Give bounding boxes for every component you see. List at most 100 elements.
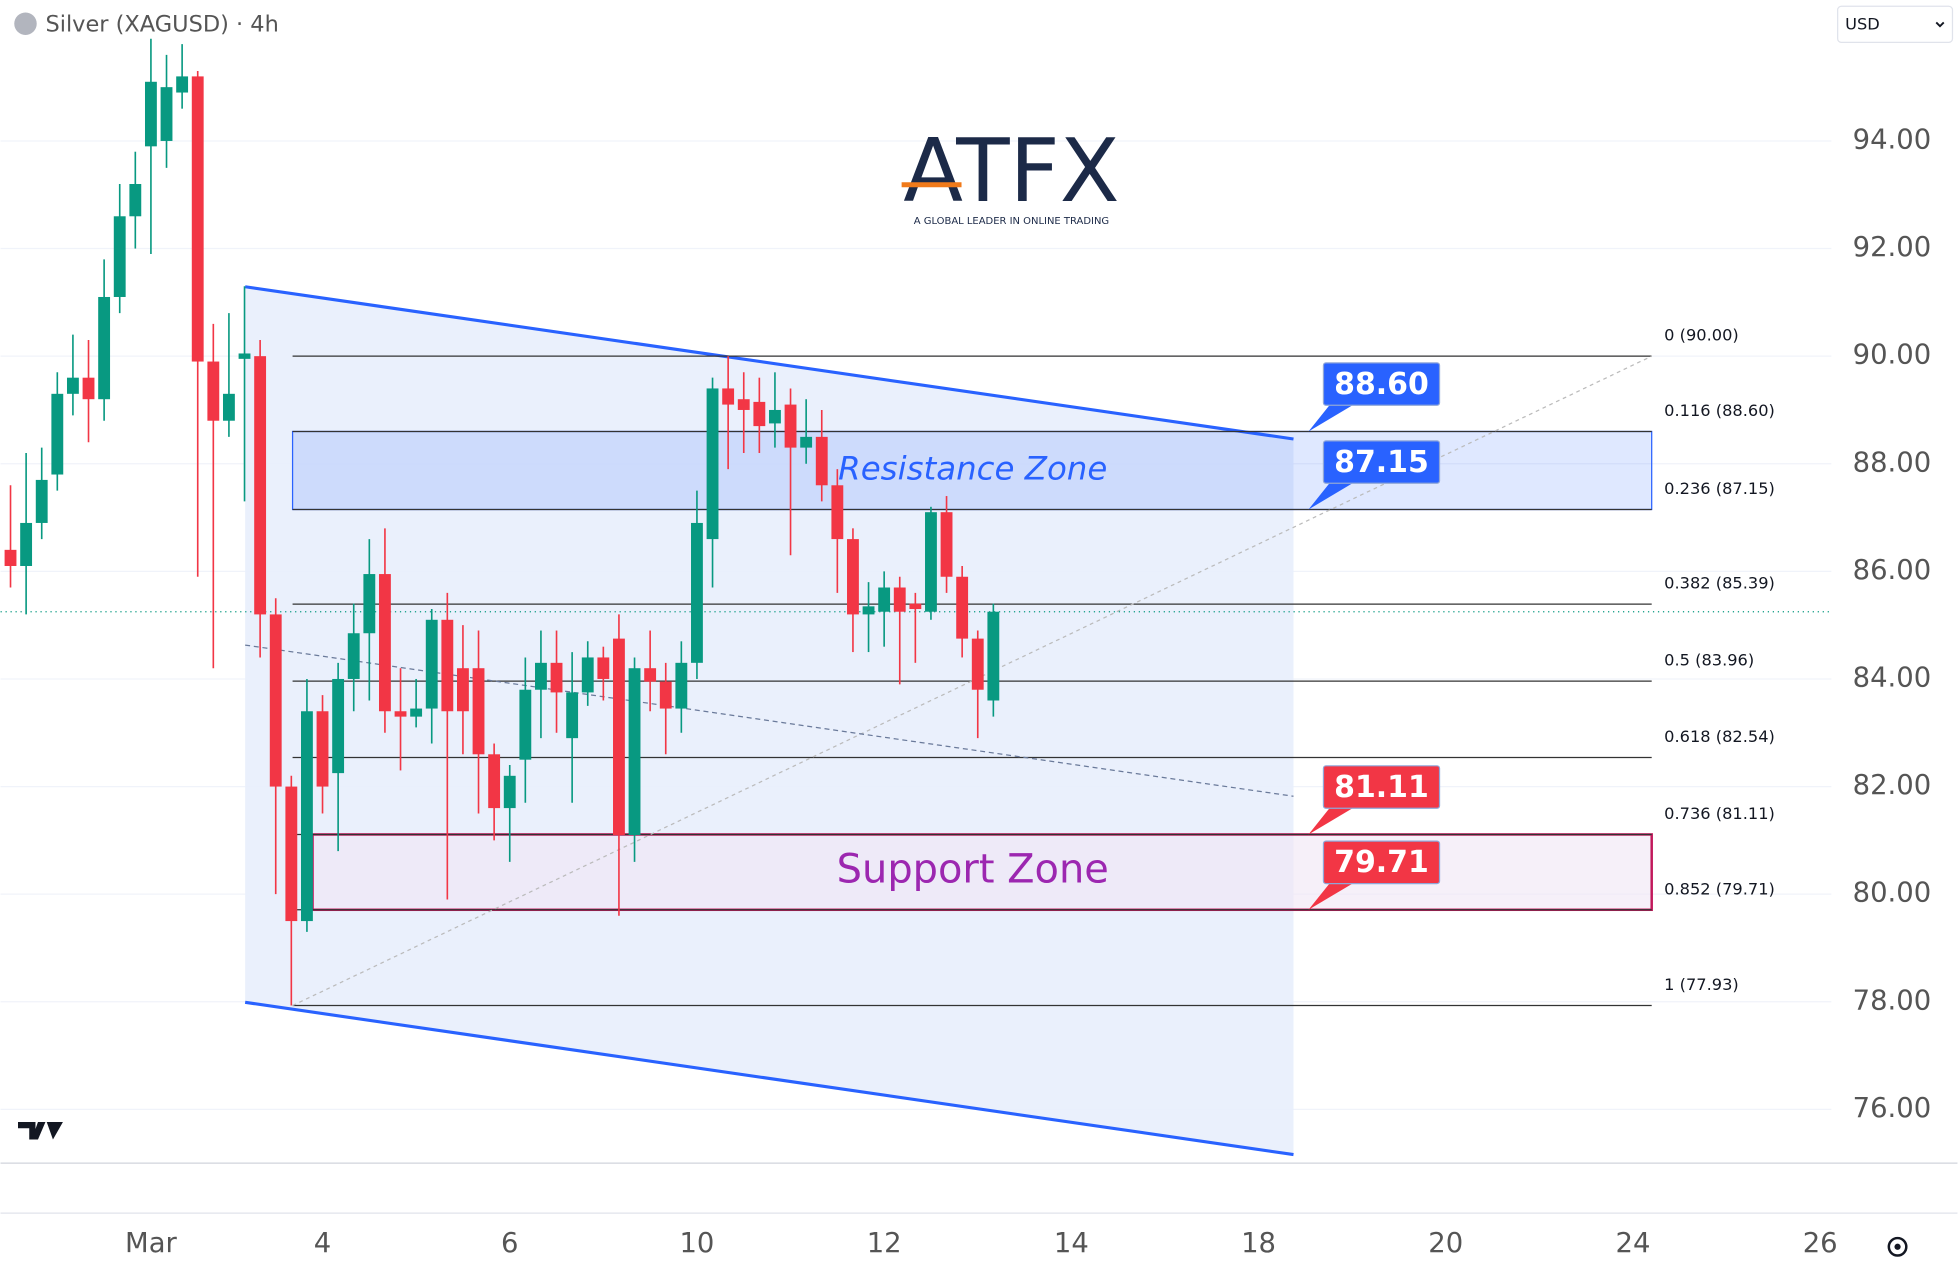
candle-body bbox=[503, 775, 516, 809]
candle-body bbox=[675, 662, 688, 709]
y-tick-label: 78.00 bbox=[1853, 985, 1932, 1016]
candle-body bbox=[160, 87, 173, 141]
callout-label: 88.60 bbox=[1334, 367, 1429, 402]
zone-label: Support Zone bbox=[837, 847, 1109, 893]
fib-label: 0.382 (85.39) bbox=[1664, 574, 1775, 593]
candle-body bbox=[300, 711, 313, 922]
candle-body bbox=[862, 606, 875, 615]
candle-body bbox=[597, 657, 610, 679]
candle-body bbox=[550, 662, 563, 693]
x-tick-label: Mar bbox=[125, 1228, 177, 1259]
x-tick-label: 20 bbox=[1428, 1228, 1463, 1259]
channel-line bbox=[244, 285, 1294, 441]
candle-body bbox=[207, 361, 220, 421]
candle-body bbox=[815, 436, 828, 486]
callout-label: 79.71 bbox=[1334, 845, 1429, 880]
y-tick-label: 94.00 bbox=[1853, 124, 1932, 155]
channel-fill bbox=[245, 286, 1294, 1155]
settings-icon[interactable] bbox=[1887, 1236, 1908, 1257]
callout-pointer bbox=[1308, 400, 1361, 432]
candle-body bbox=[753, 401, 766, 427]
x-tick-label: 12 bbox=[867, 1228, 902, 1259]
candle-body bbox=[909, 603, 922, 610]
candle-body bbox=[925, 512, 937, 612]
trend-line bbox=[245, 644, 1294, 797]
tradingview-logo[interactable] bbox=[18, 1121, 63, 1140]
callout-box bbox=[1322, 765, 1441, 809]
y-tick-label: 80.00 bbox=[1853, 878, 1932, 909]
candle-body bbox=[581, 657, 594, 693]
candle-body bbox=[425, 619, 438, 709]
logo-tagline: A GLOBAL LEADER IN ONLINE TRADING bbox=[914, 216, 1109, 227]
callout-pointer bbox=[1308, 878, 1361, 910]
candle-body bbox=[691, 522, 703, 663]
x-tick-label: 14 bbox=[1054, 1228, 1089, 1259]
x-tick-label: 24 bbox=[1616, 1228, 1651, 1259]
candle-body bbox=[98, 296, 111, 400]
candle-body bbox=[410, 708, 423, 717]
y-tick-label: 90.00 bbox=[1853, 340, 1932, 371]
candle-body bbox=[800, 436, 813, 448]
candle-body bbox=[238, 353, 251, 359]
dropdown-caret bbox=[1935, 21, 1945, 28]
fib-label: 0.852 (79.71) bbox=[1664, 879, 1775, 898]
x-tick-label: 4 bbox=[314, 1228, 331, 1259]
callout-label: 87.15 bbox=[1334, 445, 1429, 480]
callout-box bbox=[1322, 440, 1441, 484]
fib-label: 0.116 (88.60) bbox=[1664, 401, 1775, 420]
candle-body bbox=[4, 549, 17, 566]
candle-body bbox=[971, 638, 984, 690]
candle-body bbox=[51, 393, 64, 475]
fib-label: 0.5 (83.96) bbox=[1664, 651, 1754, 670]
candle-body bbox=[269, 614, 282, 787]
candle-body bbox=[956, 576, 969, 639]
candle-body bbox=[847, 539, 859, 615]
fib-label: 1 (77.93) bbox=[1664, 975, 1739, 994]
currency-select[interactable] bbox=[1837, 5, 1954, 44]
y-tick-label: 92.00 bbox=[1853, 232, 1932, 263]
candle-body bbox=[706, 388, 719, 540]
candle-body bbox=[644, 668, 657, 682]
fib-label: 0.736 (81.11) bbox=[1664, 804, 1775, 823]
candle-body bbox=[784, 404, 797, 448]
candle-body bbox=[347, 633, 360, 679]
callout-label: 81.11 bbox=[1334, 770, 1429, 805]
candle-body bbox=[878, 587, 891, 612]
candle-body bbox=[628, 668, 641, 835]
y-tick-label: 84.00 bbox=[1853, 662, 1932, 693]
candle-body bbox=[254, 356, 267, 615]
symbol-title: Silver (XAGUSD) · 4h bbox=[45, 11, 278, 37]
candle-body bbox=[35, 479, 48, 523]
candle-body bbox=[363, 574, 376, 634]
callout-pointer bbox=[1308, 478, 1361, 510]
x-tick-label: 10 bbox=[679, 1228, 714, 1259]
plot-area bbox=[0, 38, 1832, 1157]
currency: USD bbox=[1845, 14, 1880, 33]
candle-body bbox=[316, 711, 329, 787]
overlay: 76.00 78.00 80.00 82.00 84.00 86.00 88.00 90.00… bbox=[125, 124, 1931, 1258]
callout-box bbox=[1322, 840, 1441, 885]
callout-pointer bbox=[1308, 803, 1361, 835]
x-tick-label: 26 bbox=[1803, 1228, 1838, 1259]
candle-body bbox=[332, 678, 345, 774]
candle-body bbox=[394, 711, 407, 717]
candle-body bbox=[66, 377, 79, 394]
x-tick-label: 6 bbox=[501, 1228, 518, 1259]
candle-body bbox=[987, 611, 1000, 701]
candle-body bbox=[222, 393, 235, 421]
settings-icon-dot bbox=[1894, 1243, 1901, 1250]
candle-body bbox=[82, 377, 95, 400]
candle-body bbox=[831, 485, 844, 540]
candle-body bbox=[535, 662, 547, 690]
candle-body bbox=[457, 668, 469, 712]
candle-body bbox=[144, 81, 157, 147]
logo-text: ATFX bbox=[903, 120, 1119, 222]
candle-body bbox=[488, 754, 501, 809]
candle-body bbox=[566, 692, 579, 739]
symbol-icon bbox=[14, 12, 37, 35]
candle-body bbox=[769, 409, 781, 424]
zone-label: Resistance Zone bbox=[838, 449, 1107, 487]
candle-body bbox=[722, 388, 735, 405]
